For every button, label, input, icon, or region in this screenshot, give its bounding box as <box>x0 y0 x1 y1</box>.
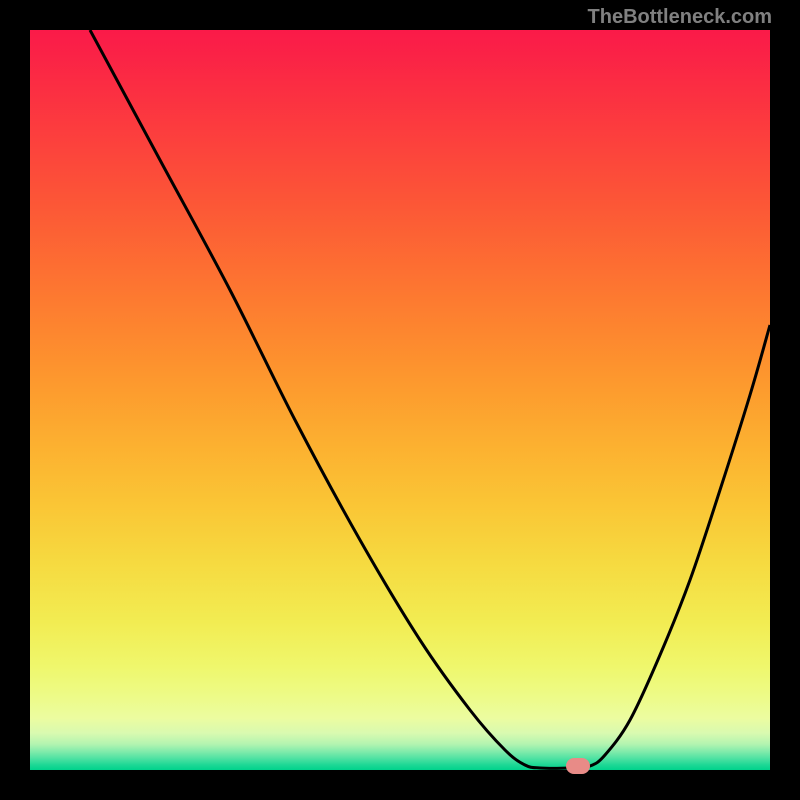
optimal-point-marker <box>566 758 590 774</box>
curve-path <box>90 30 770 768</box>
watermark-text: TheBottleneck.com <box>588 6 772 29</box>
bottleneck-curve <box>30 30 770 770</box>
chart-container: TheBottleneck.com <box>0 0 800 800</box>
plot-area <box>30 30 770 770</box>
